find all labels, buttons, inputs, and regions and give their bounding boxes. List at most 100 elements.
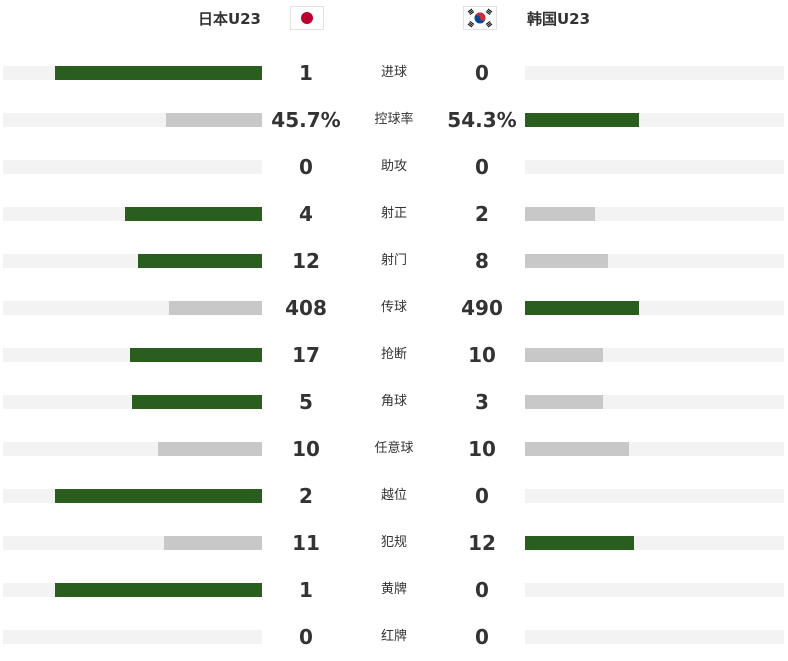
away-stat-value: 54.3% [447, 108, 517, 132]
stat-label: 越位 [380, 488, 407, 503]
away-stat-bar [525, 301, 639, 315]
home-stat-track [3, 66, 262, 80]
home-stat-value: 4 [299, 202, 313, 226]
home-stat-bar [55, 583, 262, 597]
match-header: 日本U23 韩国U [0, 0, 788, 40]
away-stat-value: 10 [468, 437, 496, 461]
home-stat-value: 10 [292, 437, 320, 461]
home-stat-track [3, 348, 262, 362]
away-stat-value: 0 [475, 155, 489, 179]
away-stat-value: 8 [475, 249, 489, 273]
home-stat-track [3, 583, 262, 597]
away-stat-value: 0 [475, 578, 489, 602]
away-stat-value: 12 [468, 531, 496, 555]
away-stat-bar [525, 442, 629, 456]
stat-label: 控球率 [374, 112, 414, 127]
stat-label: 助攻 [380, 159, 407, 174]
stat-row: 0 红牌 0 [0, 614, 788, 661]
stat-row: 10 任意球 10 [0, 426, 788, 473]
away-stat-track [525, 583, 784, 597]
stat-row: 1 黄牌 0 [0, 567, 788, 614]
away-stat-bar [525, 348, 603, 362]
home-stat-bar [125, 207, 262, 221]
away-stat-bar [525, 536, 634, 550]
japan-flag-icon [290, 6, 324, 30]
home-stat-track [3, 442, 262, 456]
away-stat-value: 0 [475, 625, 489, 649]
home-stat-track [3, 113, 262, 127]
home-team-name: 日本U23 [197, 10, 261, 28]
home-stat-value: 12 [292, 249, 320, 273]
home-stat-value: 0 [299, 155, 313, 179]
away-stat-bar [525, 113, 639, 127]
stat-label: 角球 [380, 394, 407, 409]
away-stat-value: 490 [461, 296, 503, 320]
away-stat-track [525, 489, 784, 503]
home-stat-value: 11 [292, 531, 320, 555]
away-stat-bar [525, 207, 595, 221]
home-stat-bar [158, 442, 262, 456]
stats-table: 1 进球 0 45.7% 控球率 54.3% 0 助攻 0 4 射正 2 12 … [0, 50, 788, 661]
away-stat-track [525, 66, 784, 80]
stat-row: 5 角球 3 [0, 379, 788, 426]
home-stat-bar [132, 395, 262, 409]
away-stat-track [525, 113, 784, 127]
home-stat-track [3, 395, 262, 409]
away-stat-value: 3 [475, 390, 489, 414]
stat-label: 犯规 [380, 535, 407, 550]
home-stat-value: 45.7% [271, 108, 341, 132]
stat-row: 12 射门 8 [0, 238, 788, 285]
away-stat-track [525, 348, 784, 362]
home-stat-bar [55, 489, 262, 503]
home-stat-bar [130, 348, 262, 362]
home-stat-bar [164, 536, 262, 550]
home-stat-value: 17 [292, 343, 320, 367]
away-stat-bar [525, 395, 603, 409]
home-stat-bar [55, 66, 262, 80]
away-stat-track [525, 630, 784, 644]
stat-label: 任意球 [374, 441, 414, 456]
home-stat-value: 408 [285, 296, 327, 320]
home-stat-bar [169, 301, 262, 315]
stat-label: 传球 [380, 300, 407, 315]
stat-label: 进球 [380, 65, 407, 80]
away-stat-value: 10 [468, 343, 496, 367]
home-stat-value: 0 [299, 625, 313, 649]
home-stat-track [3, 489, 262, 503]
stat-label: 射正 [380, 206, 407, 221]
away-stat-bar [525, 254, 608, 268]
home-stat-track [3, 536, 262, 550]
home-stat-value: 2 [299, 484, 313, 508]
stat-row: 408 传球 490 [0, 285, 788, 332]
away-stat-value: 2 [475, 202, 489, 226]
away-team-name: 韩国U23 [527, 10, 591, 28]
home-stat-bar [138, 254, 262, 268]
stat-label: 射门 [380, 253, 407, 268]
stat-row: 2 越位 0 [0, 473, 788, 520]
home-stat-track [3, 207, 262, 221]
home-stat-track [3, 254, 262, 268]
home-stat-value: 1 [299, 578, 313, 602]
home-stat-track [3, 160, 262, 174]
away-stat-value: 0 [475, 484, 489, 508]
home-stat-bar [166, 113, 262, 127]
away-stat-track [525, 207, 784, 221]
stat-row: 17 抢断 10 [0, 332, 788, 379]
home-stat-value: 5 [299, 390, 313, 414]
stat-label: 红牌 [380, 629, 407, 644]
stat-row: 4 射正 2 [0, 191, 788, 238]
away-stat-track [525, 160, 784, 174]
stat-row: 0 助攻 0 [0, 144, 788, 191]
away-stat-track [525, 536, 784, 550]
away-stat-track [525, 395, 784, 409]
home-stat-value: 1 [299, 61, 313, 85]
stat-label: 抢断 [380, 347, 407, 362]
home-stat-track [3, 301, 262, 315]
away-stat-track [525, 254, 784, 268]
stat-row: 11 犯规 12 [0, 520, 788, 567]
stat-row: 45.7% 控球率 54.3% [0, 97, 788, 144]
south-korea-flag-icon [463, 6, 497, 30]
stat-label: 黄牌 [380, 582, 407, 597]
stat-row: 1 进球 0 [0, 50, 788, 97]
home-stat-track [3, 630, 262, 644]
